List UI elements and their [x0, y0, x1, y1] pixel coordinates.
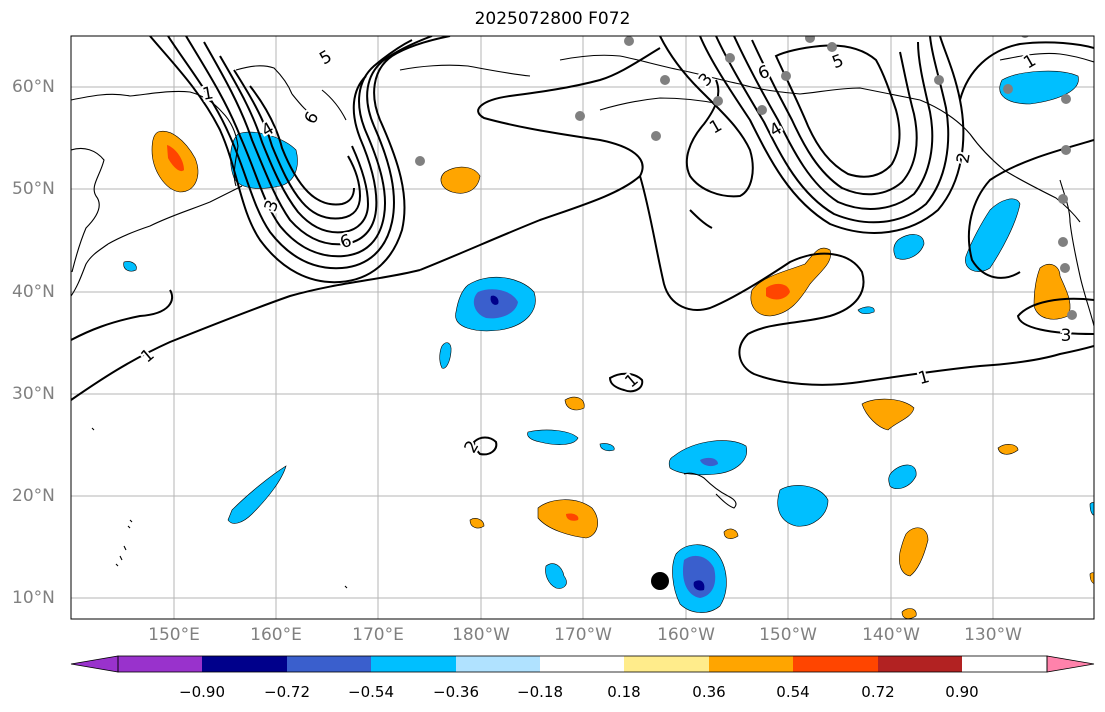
cold-anomaly: [527, 429, 579, 445]
colorbar-tick-label: 0.72: [861, 683, 895, 701]
colorbar-segment: [793, 656, 878, 672]
cold-anomaly: [693, 580, 705, 591]
colorbar-segment: [456, 656, 540, 672]
warm-anomaly: [167, 145, 184, 172]
highlight-point: [651, 572, 669, 590]
colorbar-segment: [624, 656, 709, 672]
cold-anomaly: [682, 555, 716, 598]
lat-label: 10°N: [12, 588, 55, 608]
coastlines: [71, 52, 1094, 589]
lat-label: 60°N: [12, 77, 55, 97]
station-markers: [415, 36, 1077, 320]
colorbar-tick-label: 0.18: [607, 683, 641, 701]
contour-label: 3: [1061, 326, 1072, 346]
cold-anomaly: [668, 440, 747, 476]
warm-anomaly: [766, 283, 790, 300]
warm-anomaly: [997, 444, 1019, 455]
lat-label: 20°N: [12, 486, 55, 506]
warm-anomaly: [440, 166, 481, 194]
colorbar-tick-label: −0.54: [348, 683, 394, 701]
cold-anomaly: [123, 261, 137, 272]
cold-anomaly: [599, 443, 615, 452]
colorbar-tick-label: −0.72: [264, 683, 310, 701]
colorbar-segment: [878, 656, 962, 672]
cold-anomaly: [777, 485, 829, 527]
colorbar-segment: [202, 656, 287, 672]
map-title: 2025072800 F072: [474, 9, 631, 29]
warm-anomaly: [537, 499, 598, 539]
lat-label: 40°N: [12, 282, 55, 302]
colorbar-tick-label: −0.36: [433, 683, 479, 701]
lat-label: 30°N: [12, 384, 55, 404]
map-frame: [70, 35, 1095, 620]
cold-anomaly: [1089, 502, 1094, 516]
colorbar: [70, 655, 1095, 673]
colorbar-segment: [709, 656, 793, 672]
colorbar-left-arrow: [71, 656, 118, 672]
colorbar-tick-label: 0.90: [945, 683, 979, 701]
lon-label: 180°W: [452, 625, 510, 645]
colorbar-right-arrow: [1047, 656, 1094, 672]
cold-anomaly: [700, 457, 718, 467]
cold-anomaly: [888, 464, 917, 489]
warm-anomaly: [861, 398, 915, 431]
lon-label: 160°W: [657, 625, 715, 645]
lat-label: 50°N: [12, 179, 55, 199]
colorbar-tick-label: −0.18: [517, 683, 563, 701]
lon-label: 150°W: [759, 625, 817, 645]
anomaly-fills: [123, 70, 1094, 619]
colorbar-segment: [287, 656, 371, 672]
colorbar-tick-label: 0.54: [776, 683, 810, 701]
warm-anomaly: [469, 518, 485, 529]
warm-anomaly: [901, 608, 917, 619]
lon-label: 130°W: [964, 625, 1022, 645]
lon-label: 170°W: [554, 625, 612, 645]
warm-anomaly: [723, 528, 739, 539]
warm-anomaly: [899, 527, 929, 577]
cold-anomaly: [545, 563, 567, 589]
lon-label: 140°W: [862, 625, 920, 645]
colorbar-tick-label: −0.90: [179, 683, 225, 701]
colorbar-segment: [118, 656, 202, 672]
warm-anomaly: [750, 247, 831, 317]
colorbar-tick-label: 0.36: [692, 683, 726, 701]
warm-anomaly: [1089, 572, 1094, 584]
cold-anomaly: [490, 295, 499, 305]
cold-anomaly: [999, 70, 1079, 105]
cold-anomaly: [893, 234, 925, 260]
lon-label: 160°E: [250, 625, 302, 645]
contours: [71, 36, 1094, 456]
lon-label: 150°E: [148, 625, 200, 645]
colorbar-segment: [540, 656, 624, 672]
lon-label: 170°E: [352, 625, 404, 645]
colorbar-segment: [371, 656, 456, 672]
cold-anomaly: [439, 342, 452, 369]
warm-anomaly: [564, 396, 585, 411]
cold-anomaly: [965, 198, 1021, 272]
cold-anomaly: [227, 465, 287, 524]
warm-anomaly: [566, 513, 579, 521]
cold-anomaly: [857, 306, 875, 315]
